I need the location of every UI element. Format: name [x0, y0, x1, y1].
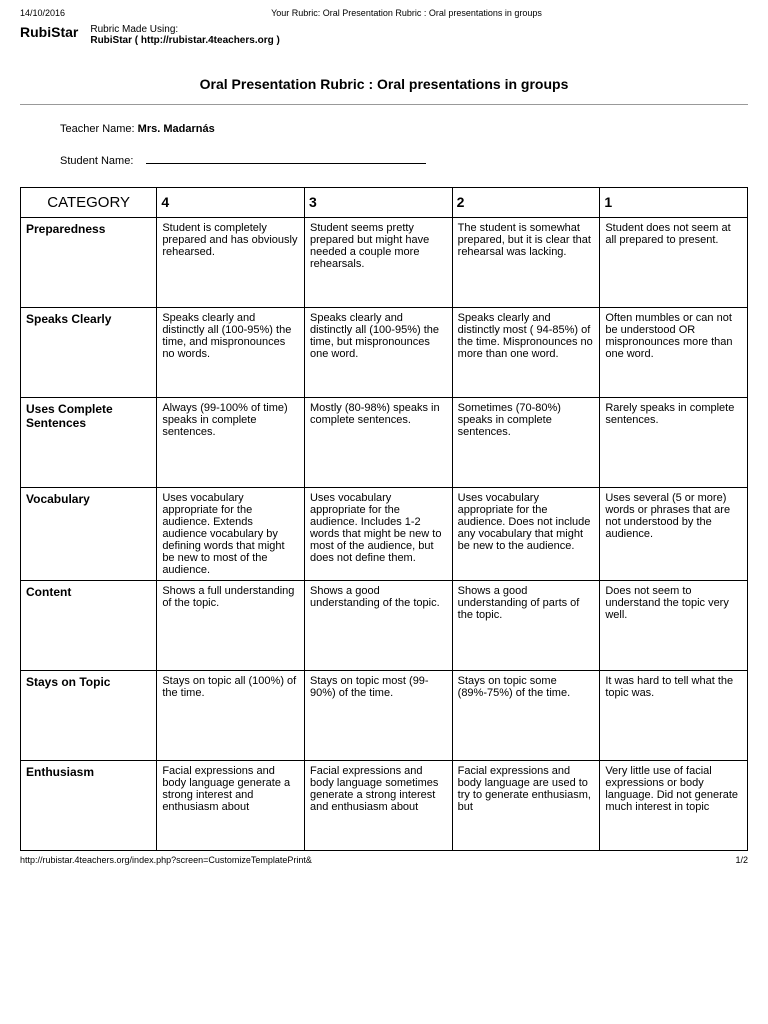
header-category: CATEGORY	[21, 188, 157, 218]
rubric-cell: Does not seem to understand the topic ve…	[600, 581, 748, 671]
rubric-cell: The student is somewhat prepared, but it…	[452, 218, 600, 308]
rubric-cell: Shows a good understanding of the topic.	[304, 581, 452, 671]
category-cell: Enthusiasm	[21, 761, 157, 851]
category-cell: Uses Complete Sentences	[21, 398, 157, 488]
teacher-name: Mrs. Madarnás	[138, 123, 215, 135]
rubric-cell: Stays on topic all (100%) of the time.	[157, 671, 305, 761]
teacher-label: Teacher Name:	[60, 123, 138, 135]
category-cell: Preparedness	[21, 218, 157, 308]
print-doctitle: Your Rubric: Oral Presentation Rubric : …	[271, 8, 542, 18]
rubric-cell: Shows a good understanding of parts of t…	[452, 581, 600, 671]
header-2: 2	[452, 188, 600, 218]
rubric-cell: Stays on topic most (99-90%) of the time…	[304, 671, 452, 761]
rubric-cell: Sometimes (70-80%) speaks in complete se…	[452, 398, 600, 488]
table-row: Speaks ClearlySpeaks clearly and distinc…	[21, 308, 748, 398]
print-footer: http://rubistar.4teachers.org/index.php?…	[20, 855, 748, 865]
rubric-cell: Stays on topic some (89%-75%) of the tim…	[452, 671, 600, 761]
rubric-cell: Facial expressions and body language som…	[304, 761, 452, 851]
rubric-cell: Always (99-100% of time) speaks in compl…	[157, 398, 305, 488]
made-using: Rubric Made Using: RubiStar ( http://rub…	[90, 24, 279, 46]
print-header: 14/10/2016 Your Rubric: Oral Presentatio…	[20, 8, 748, 18]
student-line: Student Name:	[60, 155, 748, 167]
table-row: VocabularyUses vocabulary appropriate fo…	[21, 488, 748, 581]
footer-page: 1/2	[735, 855, 748, 865]
page-title: Oral Presentation Rubric : Oral presenta…	[20, 76, 748, 92]
table-header-row: CATEGORY 4 3 2 1	[21, 188, 748, 218]
print-date: 14/10/2016	[20, 8, 65, 18]
table-row: ContentShows a full understanding of the…	[21, 581, 748, 671]
teacher-line: Teacher Name: Mrs. Madarnás	[60, 123, 748, 135]
rubric-cell: Often mumbles or can not be understood O…	[600, 308, 748, 398]
brand-name: RubiStar	[20, 24, 78, 40]
rubric-cell: Very little use of facial expressions or…	[600, 761, 748, 851]
rubric-cell: Uses vocabulary appropriate for the audi…	[452, 488, 600, 581]
divider	[20, 104, 748, 105]
rubric-cell: Speaks clearly and distinctly most ( 94-…	[452, 308, 600, 398]
table-row: PreparednessStudent is completely prepar…	[21, 218, 748, 308]
header-4: 4	[157, 188, 305, 218]
rubric-cell: Facial expressions and body language are…	[452, 761, 600, 851]
student-name-blank	[146, 163, 426, 164]
rubric-cell: Uses vocabulary appropriate for the audi…	[157, 488, 305, 581]
rubric-cell: Student seems pretty prepared but might …	[304, 218, 452, 308]
student-label: Student Name:	[60, 155, 133, 167]
header-3: 3	[304, 188, 452, 218]
made-source: RubiStar ( http://rubistar.4teachers.org…	[90, 35, 279, 46]
rubric-cell: Uses several (5 or more) words or phrase…	[600, 488, 748, 581]
header-1: 1	[600, 188, 748, 218]
rubric-cell: Shows a full understanding of the topic.	[157, 581, 305, 671]
made-label: Rubric Made Using:	[90, 24, 178, 35]
rubric-cell: Facial expressions and body language gen…	[157, 761, 305, 851]
category-cell: Content	[21, 581, 157, 671]
table-row: EnthusiasmFacial expressions and body la…	[21, 761, 748, 851]
brand-row: RubiStar Rubric Made Using: RubiStar ( h…	[20, 24, 748, 46]
rubric-cell: Mostly (80-98%) speaks in complete sente…	[304, 398, 452, 488]
rubric-cell: It was hard to tell what the topic was.	[600, 671, 748, 761]
rubric-cell: Student is completely prepared and has o…	[157, 218, 305, 308]
rubric-cell: Rarely speaks in complete sentences.	[600, 398, 748, 488]
table-row: Stays on TopicStays on topic all (100%) …	[21, 671, 748, 761]
category-cell: Vocabulary	[21, 488, 157, 581]
table-row: Uses Complete SentencesAlways (99-100% o…	[21, 398, 748, 488]
rubric-cell: Uses vocabulary appropriate for the audi…	[304, 488, 452, 581]
rubric-cell: Student does not seem at all prepared to…	[600, 218, 748, 308]
rubric-table: CATEGORY 4 3 2 1 PreparednessStudent is …	[20, 187, 748, 851]
category-cell: Speaks Clearly	[21, 308, 157, 398]
rubric-cell: Speaks clearly and distinctly all (100-9…	[157, 308, 305, 398]
category-cell: Stays on Topic	[21, 671, 157, 761]
footer-url: http://rubistar.4teachers.org/index.php?…	[20, 855, 312, 865]
rubric-cell: Speaks clearly and distinctly all (100-9…	[304, 308, 452, 398]
